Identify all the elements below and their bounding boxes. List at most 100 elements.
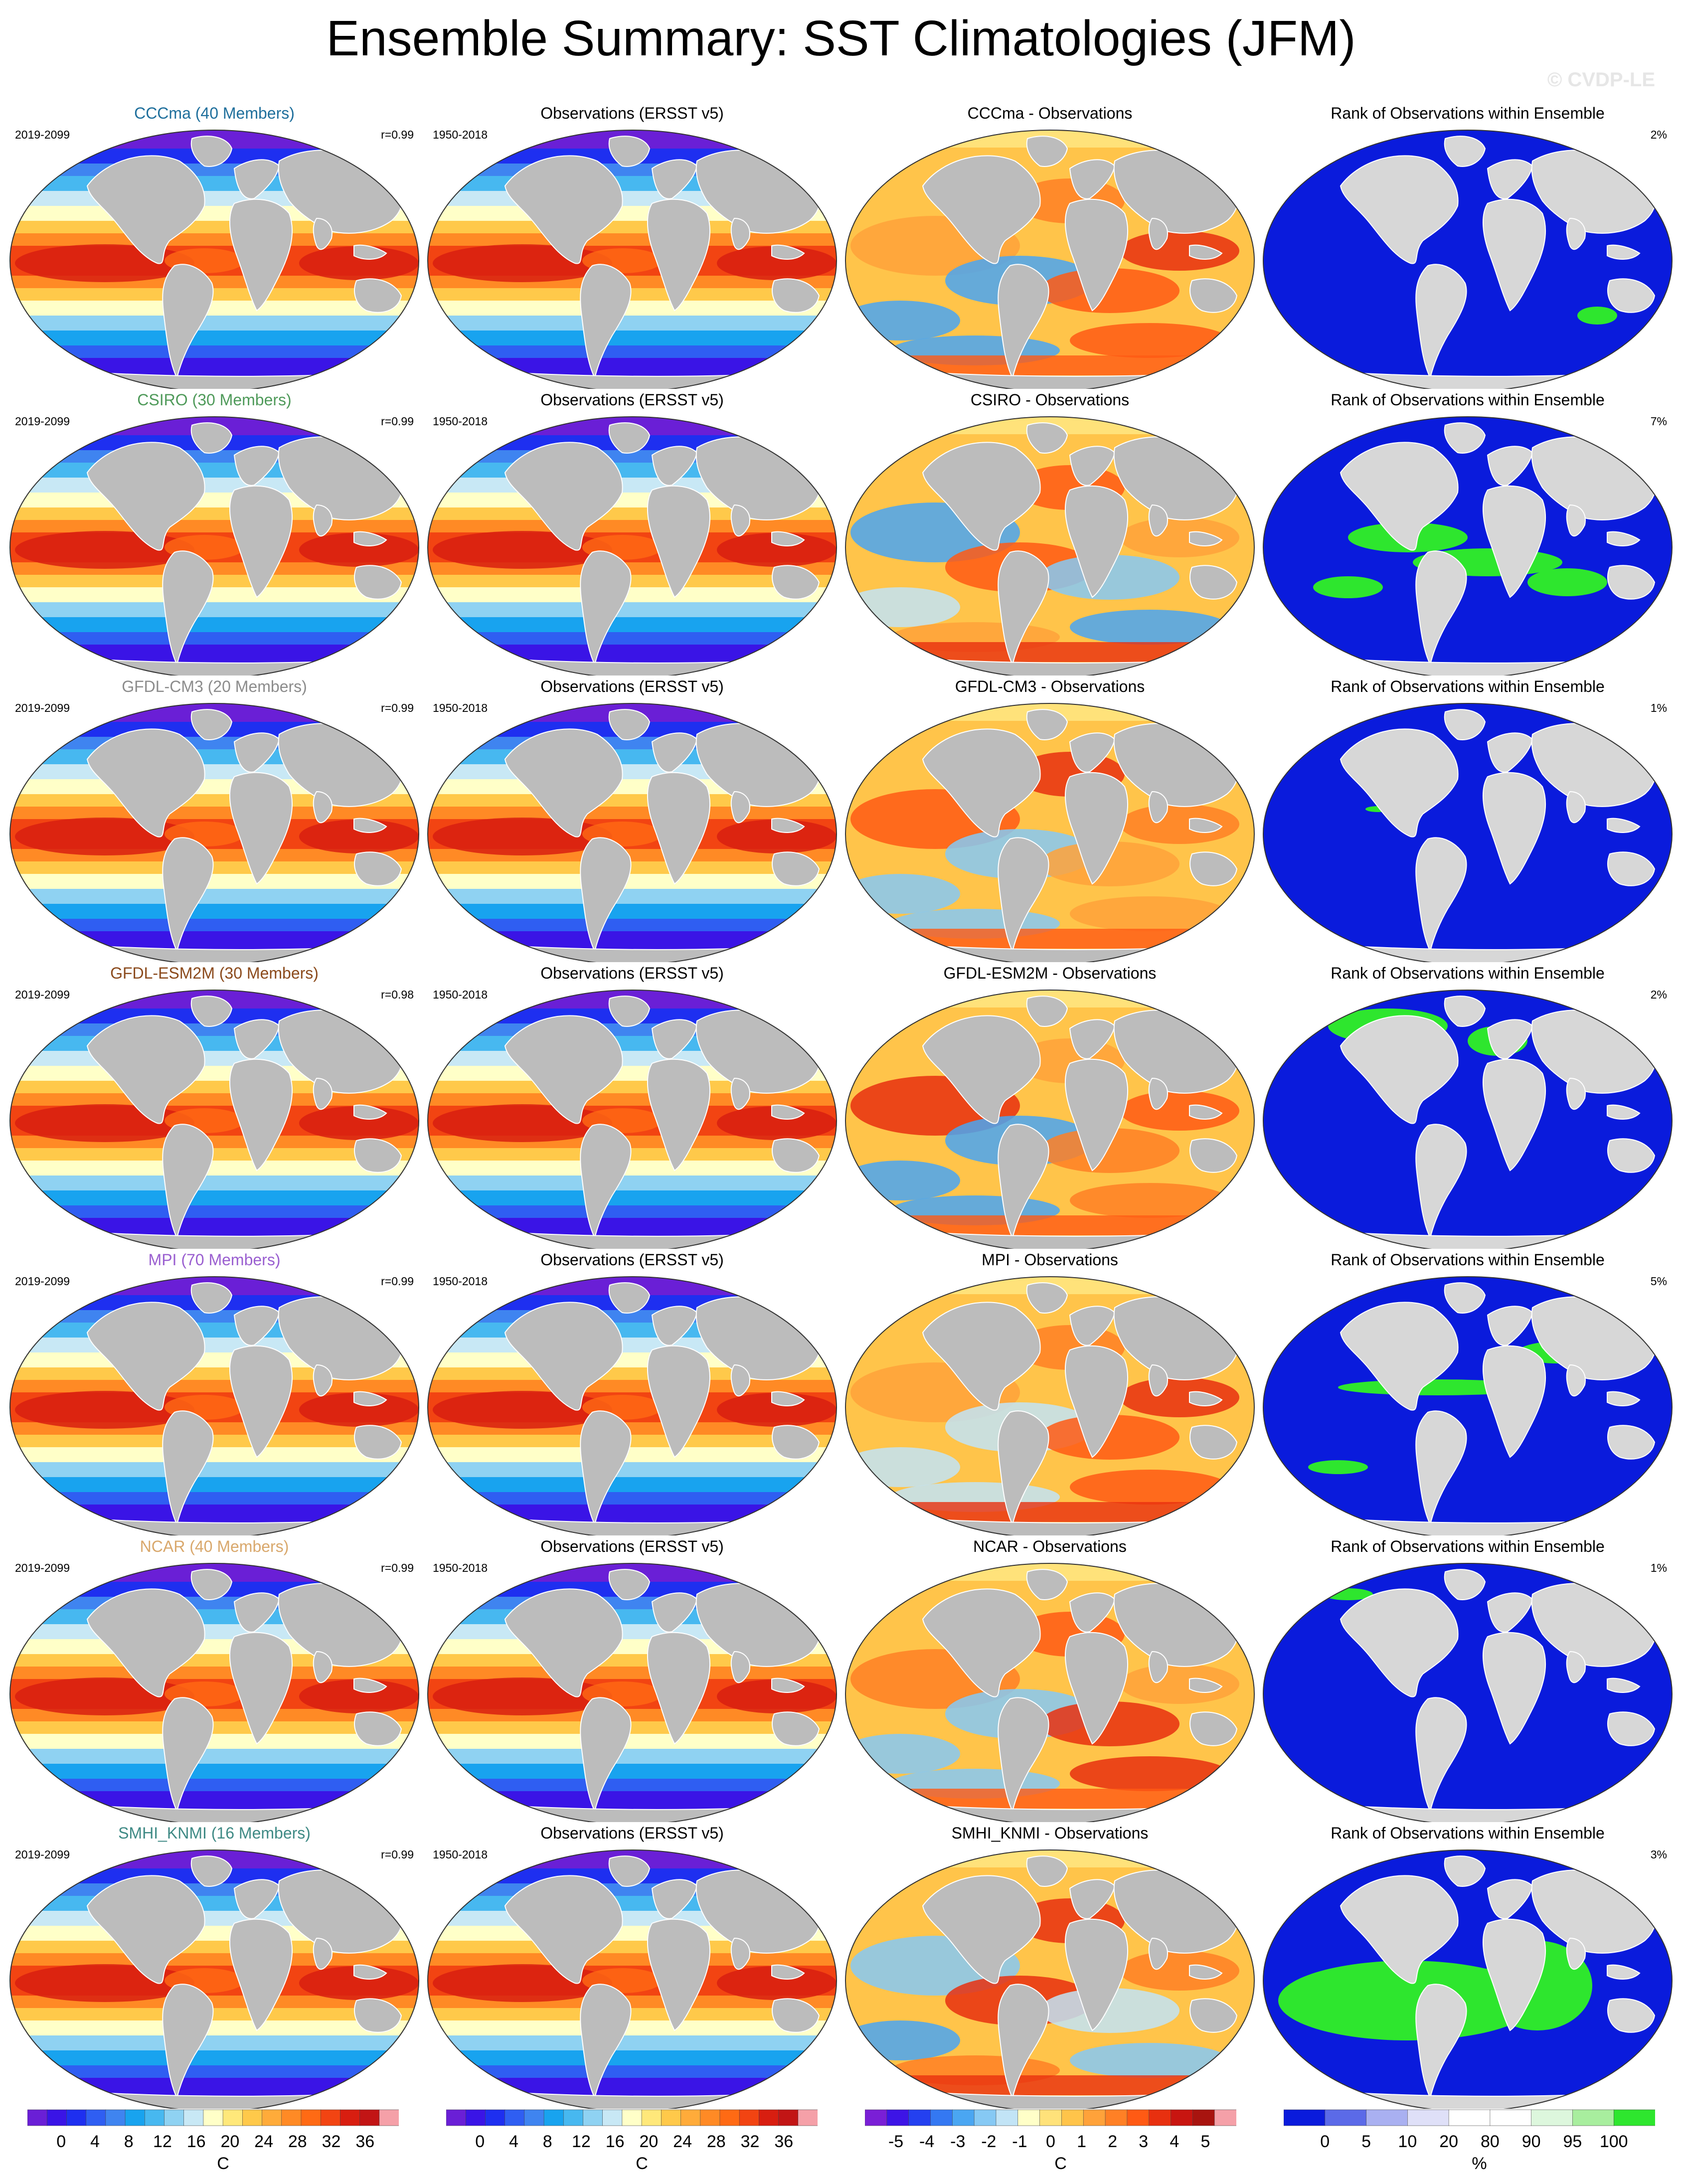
panel-title: CCCma - Observations [967, 104, 1133, 122]
panel-title: CSIRO - Observations [970, 391, 1130, 409]
colorbar-sst: 0 4 8 12 16 20 24 28 32 36 C [446, 2108, 818, 2178]
difference-panel-mpi: MPI - Observations [841, 1249, 1259, 1535]
colorbar-tick-label: -4 [919, 2132, 935, 2151]
land-mass [1189, 851, 1238, 886]
watermark: © CVDP-LE [1547, 69, 1655, 91]
land-mass [730, 1364, 750, 1397]
land-mass [504, 155, 623, 264]
map-boundary [1263, 416, 1673, 675]
land-mass [162, 1410, 214, 1526]
map-boundary [1263, 1563, 1673, 1822]
observations-map [427, 1563, 837, 1822]
colorbar-tick-label: 36 [355, 2132, 375, 2151]
land-mass [354, 1711, 402, 1746]
land-mass [190, 1855, 233, 1887]
panel-title: Rank of Observations within Ensemble [1331, 104, 1605, 122]
colorbar-swatch [700, 2109, 720, 2126]
observations-map [427, 1849, 837, 2109]
land-mass [922, 728, 1041, 838]
rank-panel-mpi: Rank of Observations within Ensemble 5% [1258, 1249, 1677, 1535]
land-mass [354, 1998, 402, 2033]
land-mass [353, 531, 387, 546]
colorbar-swatch [1613, 2109, 1655, 2126]
land-mass [1026, 996, 1068, 1027]
land-mass [86, 1302, 205, 1411]
land-mass [1189, 818, 1223, 833]
land-mass [1148, 1937, 1168, 1970]
land-mass [1069, 732, 1116, 773]
rank-field [1263, 417, 1672, 675]
colorbar-swatch [164, 2109, 184, 2126]
colorbar-swatch [1325, 2109, 1367, 2126]
panel-title: NCAR - Observations [973, 1537, 1127, 1555]
land-mass [1607, 1711, 1656, 1746]
colorbar-swatch [739, 2109, 760, 2126]
land-mass [1487, 732, 1533, 773]
rank-field [1263, 1277, 1672, 1535]
colorbar-rank: 0 5 10 20 80 90 95 100% [1284, 2108, 1655, 2178]
land-mass [353, 1964, 387, 1980]
colorbar-unit: C [636, 2154, 648, 2173]
panel-title: Rank of Observations within Ensemble [1331, 964, 1605, 982]
land-mass [313, 217, 333, 250]
rank-map [1263, 130, 1673, 389]
colorbar-swatches [446, 2109, 818, 2126]
colorbar-swatch [222, 2109, 243, 2126]
land-mass [1148, 791, 1168, 824]
sst-field [428, 130, 837, 389]
land-mass [771, 1391, 805, 1406]
land-mass [233, 1592, 280, 1633]
colorbar-tick-label: 32 [322, 2132, 341, 2151]
land-mass [998, 1984, 1049, 2099]
colorbar-swatch [524, 2109, 544, 2126]
land-mass [1065, 198, 1129, 312]
land-mass [354, 1425, 402, 1460]
diff-field [845, 990, 1254, 1249]
land-mass [647, 1058, 711, 1172]
land-mass [1340, 1588, 1459, 1697]
land-mass [651, 446, 698, 486]
land-mass [580, 837, 632, 953]
land-mass [1607, 1964, 1641, 1980]
panel-title: GFDL-CM3 (20 Members) [122, 677, 307, 695]
period-label: 1950-2018 [433, 415, 488, 428]
land-mass [1415, 1984, 1467, 2099]
land-mass [86, 1875, 205, 1984]
colorbar-tick-label: 95 [1563, 2132, 1582, 2151]
land-mass [229, 1058, 293, 1172]
colorbar-swatch [183, 2109, 204, 2126]
land-mass [1444, 1855, 1486, 1887]
land-mass [1566, 791, 1586, 824]
land-mass [86, 728, 205, 838]
rank-percent-label: 1% [1650, 1561, 1667, 1574]
observations-panel-csiro: Observations (ERSST v5) 1950-2018 [423, 389, 841, 675]
land-mass [1189, 1391, 1223, 1406]
map-boundary [1263, 990, 1673, 1249]
model-mean-panel-gfdl-esm2m: GFDL-ESM2M (30 Members) 2019-2099 r=0.98 [5, 962, 424, 1249]
period-label: 2019-2099 [15, 701, 70, 714]
rank-percent-label: 2% [1650, 128, 1667, 141]
colorbar-swatch [974, 2109, 997, 2126]
rank-panel-csiro: Rank of Observations within Ensemble 7% [1258, 389, 1677, 675]
colorbar-tick-label: 0 [1046, 2132, 1055, 2151]
colorbar-swatches [27, 2109, 399, 2126]
rank-map [1263, 1849, 1673, 2109]
colorbar-swatch [301, 2109, 321, 2126]
land-mass [922, 442, 1041, 551]
map-boundary [427, 1276, 837, 1535]
colorbar-tick-label: 4 [90, 2132, 100, 2151]
colorbar-swatch [661, 2109, 681, 2126]
land-mass [1026, 1855, 1068, 1887]
colorbar-swatch [996, 2109, 1018, 2126]
panel-title: GFDL-CM3 - Observations [955, 677, 1145, 695]
land-mass [772, 1425, 820, 1460]
rank-field [1263, 130, 1672, 389]
rank-field [1263, 1850, 1672, 2109]
land-mass [1189, 1104, 1223, 1120]
land-mass [1487, 1019, 1533, 1059]
land-mass [504, 1588, 623, 1697]
difference-map [845, 130, 1255, 389]
rank-percent-label: 7% [1650, 415, 1667, 428]
land-mass [1483, 1345, 1546, 1458]
map-boundary [845, 416, 1255, 675]
